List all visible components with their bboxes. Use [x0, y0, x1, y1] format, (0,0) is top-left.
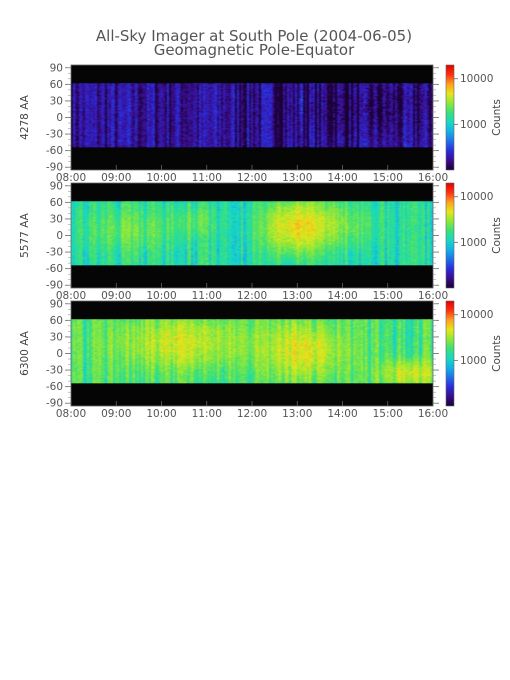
y-tick-label: 90 [50, 62, 63, 74]
x-tick-label: 11:00 [192, 172, 222, 184]
x-tick-label: 09:00 [101, 408, 131, 420]
figure-title: All-Sky Imager at South Pole (2004-06-05… [96, 27, 412, 45]
colorbar [446, 183, 454, 288]
colorbar [446, 301, 454, 406]
colorbar-frame [445, 64, 455, 171]
colorbar [446, 65, 454, 170]
x-tick-label: 09:00 [101, 290, 131, 302]
x-tick-label: 16:00 [418, 290, 448, 302]
y-tick-label: 0 [56, 230, 63, 242]
y-tick-label: 30 [50, 331, 63, 343]
x-tick-label: 14:00 [327, 408, 357, 420]
x-tick-label: 15:00 [373, 290, 403, 302]
x-tick-label: 11:00 [192, 290, 222, 302]
colorbar-tick-label: 10000 [460, 73, 493, 85]
colorbar-label: Counts [491, 217, 503, 254]
colorbar-frame [445, 300, 455, 407]
colorbar-tick-label: 10000 [460, 191, 493, 203]
x-tick-label: 14:00 [327, 290, 357, 302]
x-tick-label: 15:00 [373, 408, 403, 420]
y-axis-label: 4278 AA [19, 94, 31, 140]
figure-subtitle: Geomagnetic Pole-Equator [154, 41, 355, 59]
y-tick-label: 0 [56, 348, 63, 360]
y-axis-label: 5577 AA [19, 212, 31, 258]
y-tick-label: 90 [50, 180, 63, 192]
x-tick-label: 13:00 [282, 408, 312, 420]
y-tick-label: -90 [46, 162, 63, 174]
x-tick-label: 08:00 [56, 172, 86, 184]
colorbar-label: Counts [491, 335, 503, 372]
x-tick-label: 12:00 [237, 172, 267, 184]
y-tick-label: -60 [46, 263, 63, 275]
colorbar-tick-label: 1000 [460, 237, 487, 249]
x-tick-label: 16:00 [418, 408, 448, 420]
heatmap-image [71, 83, 433, 148]
colorbar-tick-label: 1000 [460, 119, 487, 131]
y-tick-label: -30 [46, 247, 63, 259]
colorbar-label: Counts [491, 99, 503, 136]
heatmap-image [71, 201, 433, 266]
y-axis-label: 6300 AA [19, 330, 31, 376]
y-tick-label: 30 [50, 213, 63, 225]
y-tick-label: -60 [46, 145, 63, 157]
x-tick-label: 14:00 [327, 172, 357, 184]
y-tick-label: -90 [46, 398, 63, 410]
x-tick-label: 08:00 [56, 408, 86, 420]
x-tick-label: 10:00 [146, 172, 176, 184]
x-tick-label: 08:00 [56, 290, 86, 302]
x-tick-label: 13:00 [282, 290, 312, 302]
x-tick-label: 13:00 [282, 172, 312, 184]
x-tick-label: 16:00 [418, 172, 448, 184]
y-tick-label: 60 [50, 315, 63, 327]
x-tick-label: 11:00 [192, 408, 222, 420]
y-tick-label: -30 [46, 365, 63, 377]
y-tick-label: -30 [46, 129, 63, 141]
x-tick-label: 09:00 [101, 172, 131, 184]
x-tick-label: 12:00 [237, 408, 267, 420]
y-tick-label: 60 [50, 197, 63, 209]
heatmap-image [71, 319, 433, 384]
y-tick-label: -90 [46, 280, 63, 292]
y-tick-label: 90 [50, 298, 63, 310]
x-tick-label: 10:00 [146, 408, 176, 420]
x-tick-label: 12:00 [237, 290, 267, 302]
colorbar-frame [445, 182, 455, 289]
colorbar-tick-label: 1000 [460, 355, 487, 367]
x-tick-label: 15:00 [373, 172, 403, 184]
y-tick-label: -60 [46, 381, 63, 393]
colorbar-tick-label: 10000 [460, 309, 493, 321]
y-tick-label: 0 [56, 112, 63, 124]
x-tick-label: 10:00 [146, 290, 176, 302]
y-tick-label: 30 [50, 95, 63, 107]
y-tick-label: 60 [50, 79, 63, 91]
